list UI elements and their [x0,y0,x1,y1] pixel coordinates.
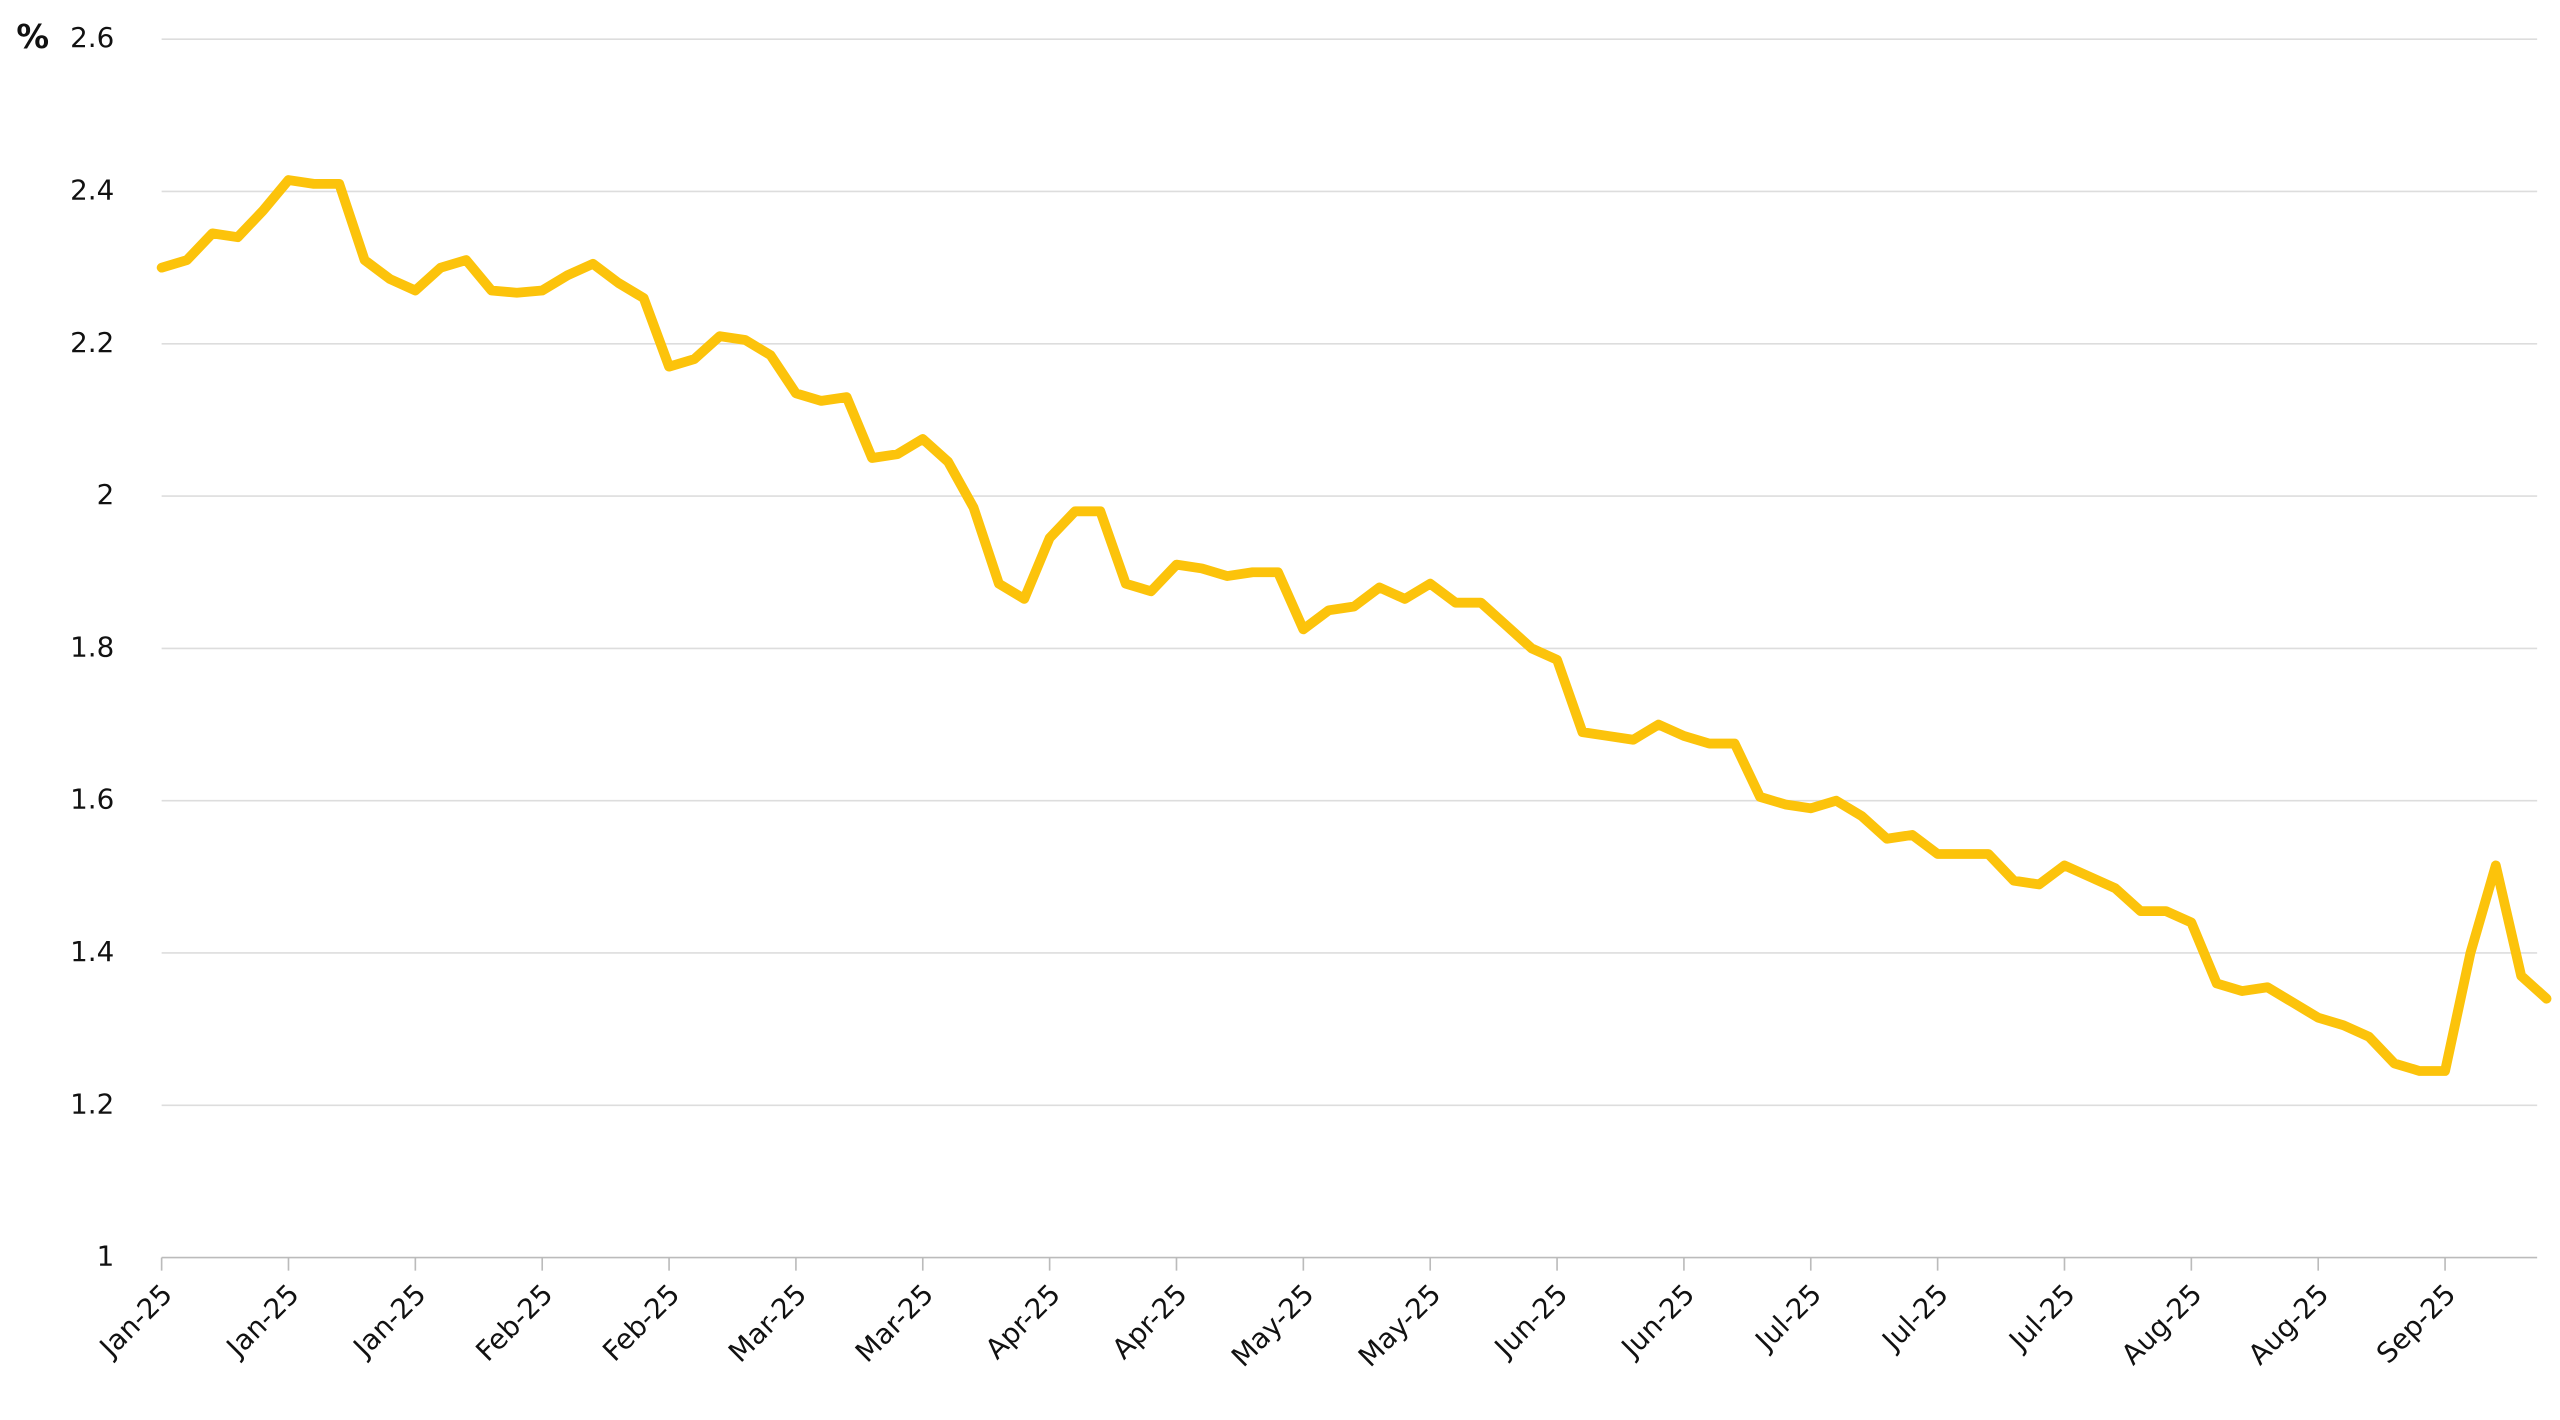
y-tick-label: 2.6 [70,21,114,54]
x-tick-label: Aug-25 [2242,1278,2336,1372]
x-tick-label: Feb-25 [469,1278,559,1368]
x-tick-label: Jul-25 [2001,1278,2081,1358]
y-tick-label: 1.2 [70,1087,114,1120]
x-tick-label: Jul-25 [1747,1278,1827,1358]
x-tick-label: Jun-25 [1614,1278,1701,1365]
x-tick-label: May-25 [1352,1278,1448,1374]
x-tick-label: Apr-25 [979,1278,1067,1366]
y-tick-label: 2.4 [70,173,114,206]
y-axis-unit: % [16,18,49,56]
y-tick-label: 2 [97,478,115,511]
x-tick-label: Jan-25 [345,1278,432,1365]
x-tick-label: Feb-25 [596,1278,686,1368]
x-tick-label: Mar-25 [849,1278,940,1369]
x-tick-label: Aug-25 [2115,1278,2209,1372]
y-tick-label: 1.6 [70,783,114,816]
x-tick-label: May-25 [1225,1278,1321,1374]
y-tick-label: 1 [97,1240,115,1273]
x-tick-label: Sep-25 [2370,1278,2462,1370]
x-tick-label: Mar-25 [722,1278,813,1369]
line-series [156,175,2552,1076]
y-tick-label: 1.4 [70,935,114,968]
x-tick-label: Jun-25 [1487,1278,1574,1365]
y-tick-label: 1.8 [70,630,114,663]
x-tick-label: Jan-25 [219,1278,306,1365]
x-tick-label: Apr-25 [1106,1278,1194,1366]
y-tick-label: 2.2 [70,326,114,359]
x-tick-label: Jul-25 [1874,1278,1954,1358]
x-tick-label: Jan-25 [92,1278,179,1365]
